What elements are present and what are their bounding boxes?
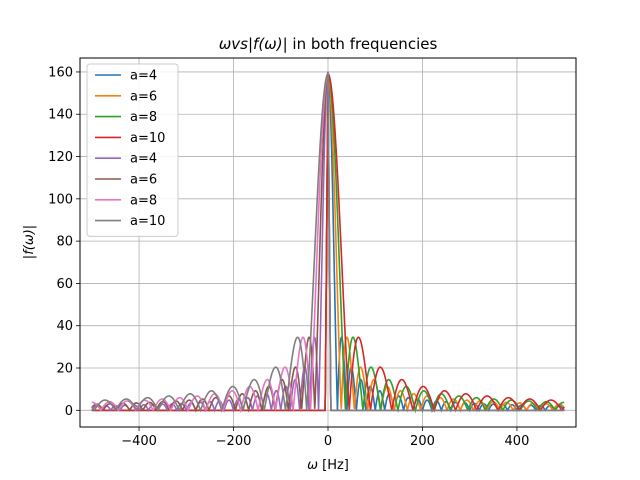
y-tick-label: 120: [48, 150, 73, 165]
legend-label: a=8: [130, 193, 157, 208]
x-axis-ticks: −400 −200 0 200 400: [121, 427, 529, 449]
title-omega-vs: ωvs: [219, 35, 248, 53]
y-axis-ticks: 0 20 40 60 80 100 120 140 160: [48, 65, 80, 419]
x-tick-label: −200: [216, 434, 252, 449]
y-axis-title: |f(ω)|: [22, 225, 37, 259]
legend-label: a=8: [130, 110, 157, 125]
legend-label: a=10: [130, 214, 165, 229]
title-rest: in both frequencies: [288, 35, 438, 53]
xlabel-omega: ω: [307, 458, 318, 473]
series-group: [91, 71, 565, 414]
chart-title: ωvs|f(ω)| in both frequencies: [219, 35, 438, 53]
legend-label: a=6: [130, 173, 157, 188]
legend: a=4 a=6 a=8 a=10 a=4 a=6 a=8 a=10: [86, 63, 179, 237]
x-tick-label: 0: [324, 434, 332, 449]
x-axis-title: ω [Hz]: [307, 458, 349, 473]
y-tick-label: 80: [56, 235, 73, 250]
legend-label: a=4: [130, 152, 157, 167]
y-tick-label: 60: [56, 277, 73, 292]
legend-label: a=10: [130, 131, 165, 146]
x-tick-label: −400: [121, 434, 157, 449]
legend-label: a=6: [130, 89, 157, 104]
series-line: [91, 72, 565, 413]
y-tick-label: 160: [48, 65, 73, 80]
title-f-omega: |f(ω)|: [248, 35, 288, 53]
x-tick-label: 200: [410, 434, 435, 449]
y-tick-label: 0: [65, 404, 73, 419]
y-tick-label: 140: [48, 108, 73, 123]
legend-label: a=4: [130, 69, 157, 84]
xlabel-unit: [Hz]: [318, 458, 349, 473]
legend-box: [86, 63, 179, 237]
y-tick-label: 100: [48, 192, 73, 207]
y-tick-label: 20: [56, 362, 73, 377]
y-tick-label: 40: [56, 319, 73, 334]
x-tick-label: 400: [505, 434, 530, 449]
